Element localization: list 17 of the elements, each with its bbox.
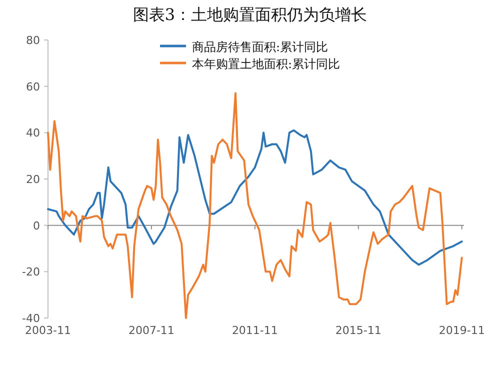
y-tick-label: 60	[26, 80, 40, 94]
y-tick-label: 20	[26, 173, 40, 186]
line-series	[47, 129, 463, 266]
x-tick-label: 2003-11	[25, 324, 71, 337]
legend-label: 本年购置土地面积:累计同比	[192, 57, 340, 71]
y-tick-label: -20	[22, 266, 40, 279]
y-tick-label: 80	[26, 34, 40, 47]
y-tick-label: 0	[33, 219, 40, 232]
y-tick-label: 40	[26, 126, 40, 140]
x-tick-label: 2019-11	[438, 324, 485, 337]
y-tick-label: -40	[22, 312, 40, 325]
legend-label: 商品房待售面积:累计同比	[192, 40, 328, 54]
line-series	[47, 92, 463, 319]
x-tick-label: 2011-11	[232, 324, 278, 337]
x-tick-label: 2015-11	[335, 324, 382, 337]
x-tick-label: 2007-11	[128, 324, 174, 337]
chart-title: 图表3：土地购置面积仍为负增长	[132, 5, 368, 24]
